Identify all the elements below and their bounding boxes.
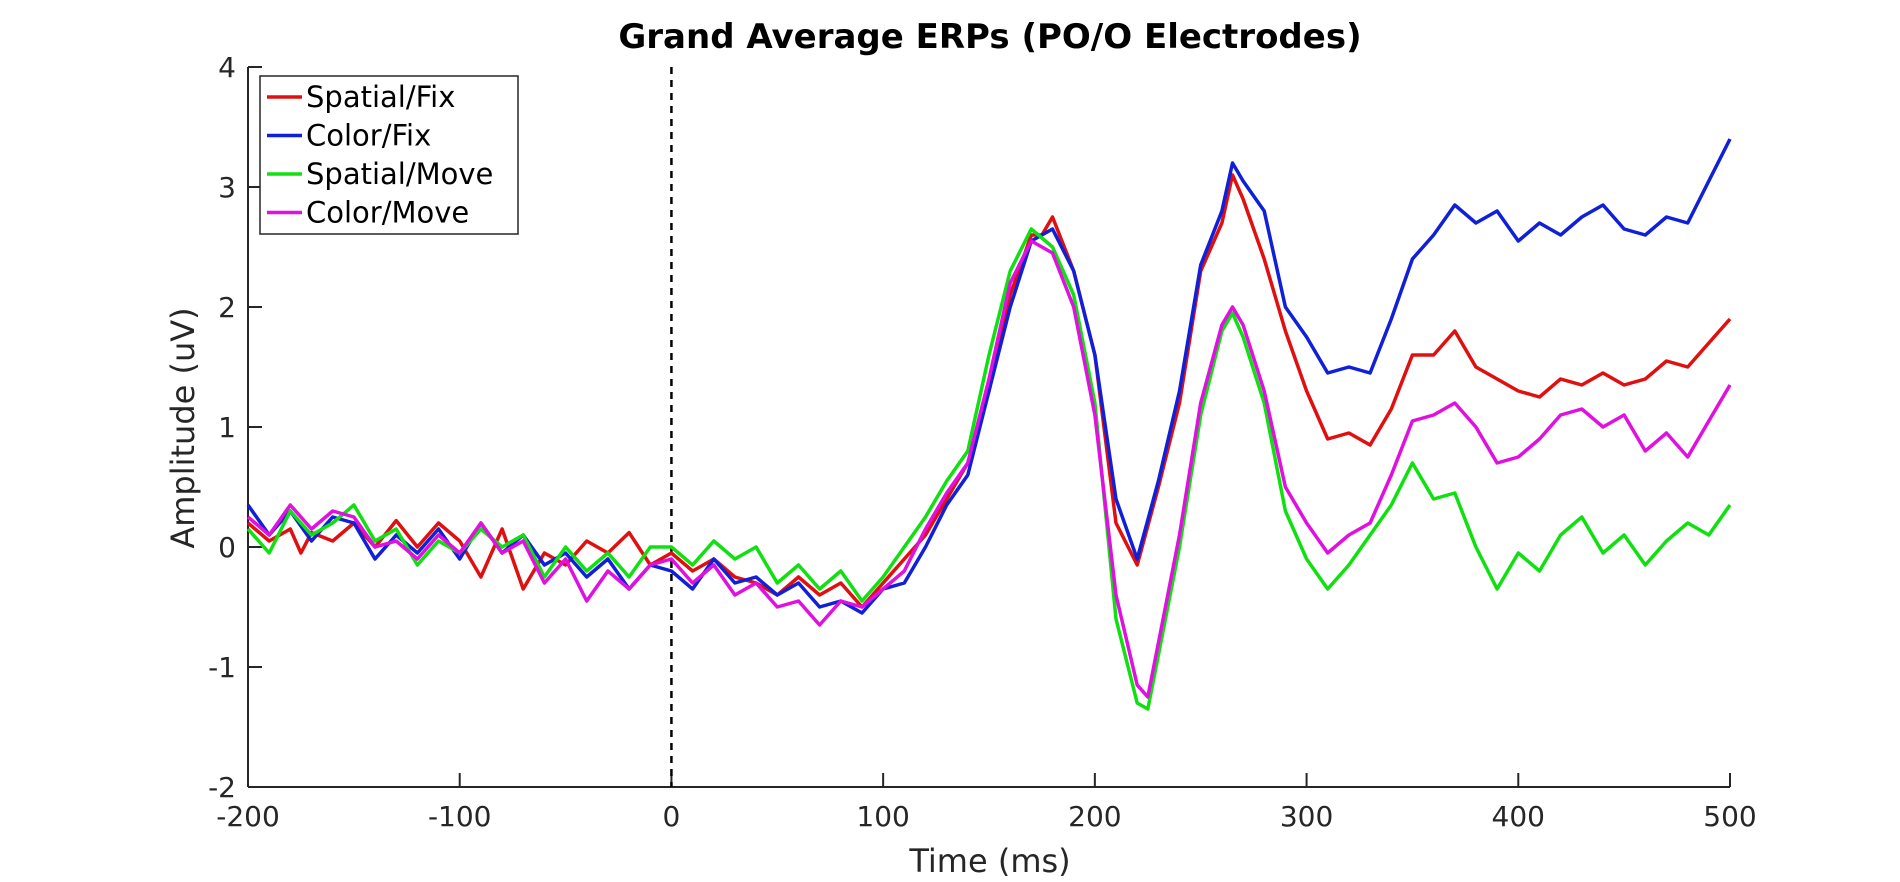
series-line-color-move <box>246 239 1732 699</box>
x-tick-label: 500 <box>1703 800 1756 833</box>
x-tick-label: -200 <box>216 800 280 833</box>
legend-box <box>259 75 519 235</box>
y-tick-label: -2 <box>208 771 236 804</box>
legend-label-color-fix: Color/Fix <box>306 119 431 153</box>
x-tick-label: 400 <box>1492 800 1545 833</box>
y-tick-label: -1 <box>208 651 236 684</box>
x-tick-label: 200 <box>1068 800 1121 833</box>
legend-label-color-move: Color/Move <box>306 196 469 230</box>
x-axis-label: Time (ms) <box>908 842 1070 880</box>
axes: -200 -100 0 100 200 300 400 500 -2 -1 0 1 2 3 4 <box>208 51 1757 833</box>
y-tick-label: 1 <box>218 411 236 444</box>
x-tick-label: 0 <box>663 800 681 833</box>
y-tick-label: 4 <box>218 51 236 84</box>
y-tick-label: 2 <box>218 291 236 324</box>
chart-title: Grand Average ERPs (PO/O Electrodes) <box>618 17 1361 57</box>
x-tick-label: -100 <box>428 800 492 833</box>
legend-label-spatial-move: Spatial/Move <box>306 157 493 191</box>
legend-label-spatial-fix: Spatial/Fix <box>306 80 455 114</box>
y-tick-label: 3 <box>218 171 236 204</box>
x-tick-label: 100 <box>856 800 909 833</box>
y-axis-label: Amplitude (uV) <box>164 307 202 548</box>
legend: Spatial/Fix Color/Fix Spatial/Move Color/Mo… <box>259 75 519 235</box>
x-tick-label: 300 <box>1280 800 1333 833</box>
series-line-spatial-move <box>246 227 1732 711</box>
y-tick-label: 0 <box>218 531 236 564</box>
plot-lines <box>246 138 1732 711</box>
